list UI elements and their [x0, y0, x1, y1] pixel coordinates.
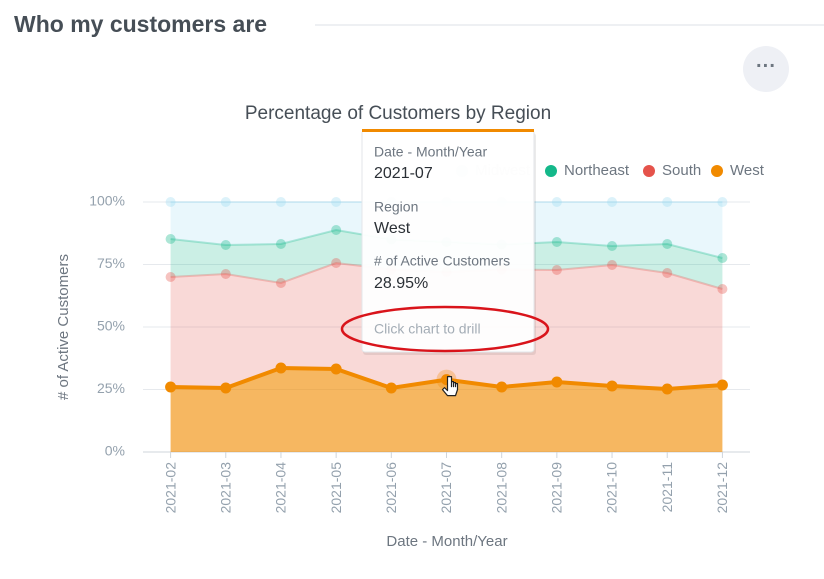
legend-label[interactable]: West — [730, 162, 765, 179]
y-tick-label: 75% — [97, 255, 125, 271]
point[interactable] — [661, 383, 673, 395]
cursor — [441, 376, 459, 397]
point[interactable] — [331, 197, 342, 207]
point[interactable] — [717, 284, 728, 294]
tooltip-hint: Click chart to drill — [374, 321, 481, 337]
tooltip: Date - Month/Year 2021-07 Region West # of A… — [340, 129, 550, 397]
x-tick-label: 2021-04 — [273, 462, 289, 514]
tooltip-box — [361, 129, 535, 353]
menu-button[interactable]: ··· — [743, 46, 789, 92]
point[interactable] — [275, 278, 286, 288]
point[interactable] — [275, 197, 286, 207]
point[interactable] — [220, 382, 232, 394]
point[interactable] — [662, 239, 673, 249]
point[interactable] — [165, 272, 176, 282]
point[interactable] — [716, 379, 728, 391]
page-title: Who my customers are — [14, 11, 267, 37]
x-tick-label: 2021-12 — [714, 462, 730, 514]
point[interactable] — [275, 239, 286, 249]
legend-swatch[interactable] — [711, 165, 723, 177]
x-tick-label: 2021-03 — [217, 462, 233, 514]
x-tick-label: 2021-11 — [659, 462, 675, 513]
point[interactable] — [606, 380, 618, 392]
x-tick-label: 2021-09 — [549, 462, 565, 514]
point[interactable] — [165, 381, 177, 393]
point[interactable] — [165, 197, 176, 207]
y-tick-label: 0% — [105, 443, 125, 459]
legend-label[interactable]: Northeast — [564, 162, 630, 179]
x-tick-label: 2021-06 — [383, 462, 399, 514]
y-tick-label: 25% — [97, 380, 125, 396]
legend-swatch[interactable] — [545, 165, 557, 177]
menu-icon[interactable]: ··· — [756, 55, 776, 77]
point[interactable] — [385, 382, 397, 394]
point[interactable] — [220, 197, 231, 207]
legend-item[interactable]: Northeast — [545, 162, 630, 179]
point[interactable] — [662, 197, 673, 207]
point[interactable] — [275, 362, 287, 374]
annotation-ellipse — [340, 305, 550, 353]
point[interactable] — [607, 197, 618, 207]
point[interactable] — [331, 225, 342, 235]
point[interactable] — [607, 241, 618, 251]
menu-button-bg[interactable] — [743, 46, 789, 92]
y-tick-label: 100% — [89, 193, 125, 209]
point[interactable] — [607, 260, 618, 270]
x-tick-label: 2021-10 — [604, 462, 620, 514]
point[interactable] — [220, 240, 231, 250]
area — [170, 368, 723, 452]
point[interactable] — [165, 234, 176, 244]
chart-title: Percentage of Customers by Region — [245, 103, 551, 124]
y-axis-title: # of Active Customers — [55, 254, 72, 400]
tooltip-region: West — [374, 220, 411, 237]
tooltip-date: 2021-07 — [374, 165, 433, 182]
x-tick-label: 2021-07 — [438, 462, 454, 514]
point[interactable] — [717, 197, 728, 207]
legend-label[interactable]: South — [662, 162, 701, 179]
point[interactable] — [717, 253, 728, 263]
point[interactable] — [551, 237, 562, 247]
point[interactable] — [662, 268, 673, 278]
point[interactable] — [496, 381, 508, 393]
point[interactable] — [551, 197, 562, 207]
x-tick-label: 2021-05 — [328, 462, 344, 514]
legend-item[interactable]: South — [643, 162, 701, 179]
x-axis-title: Date - Month/Year — [386, 533, 507, 550]
point[interactable] — [551, 376, 563, 388]
tooltip-region-label: Region — [374, 199, 418, 215]
point[interactable] — [220, 269, 231, 279]
tooltip-accent — [362, 129, 534, 132]
legend-item[interactable]: West — [711, 162, 765, 179]
legend-swatch[interactable] — [643, 165, 655, 177]
x-tick-label: 2021-08 — [493, 462, 509, 514]
y-tick-label: 50% — [97, 318, 125, 334]
x-tick-label: 2021-02 — [162, 462, 178, 514]
point[interactable] — [330, 363, 342, 375]
point[interactable] — [551, 265, 562, 275]
tooltip-date-label: Date - Month/Year — [374, 144, 487, 160]
point[interactable] — [331, 258, 342, 268]
tooltip-measure-label: # of Active Customers — [374, 253, 510, 269]
tooltip-measure: 28.95% — [374, 275, 428, 292]
